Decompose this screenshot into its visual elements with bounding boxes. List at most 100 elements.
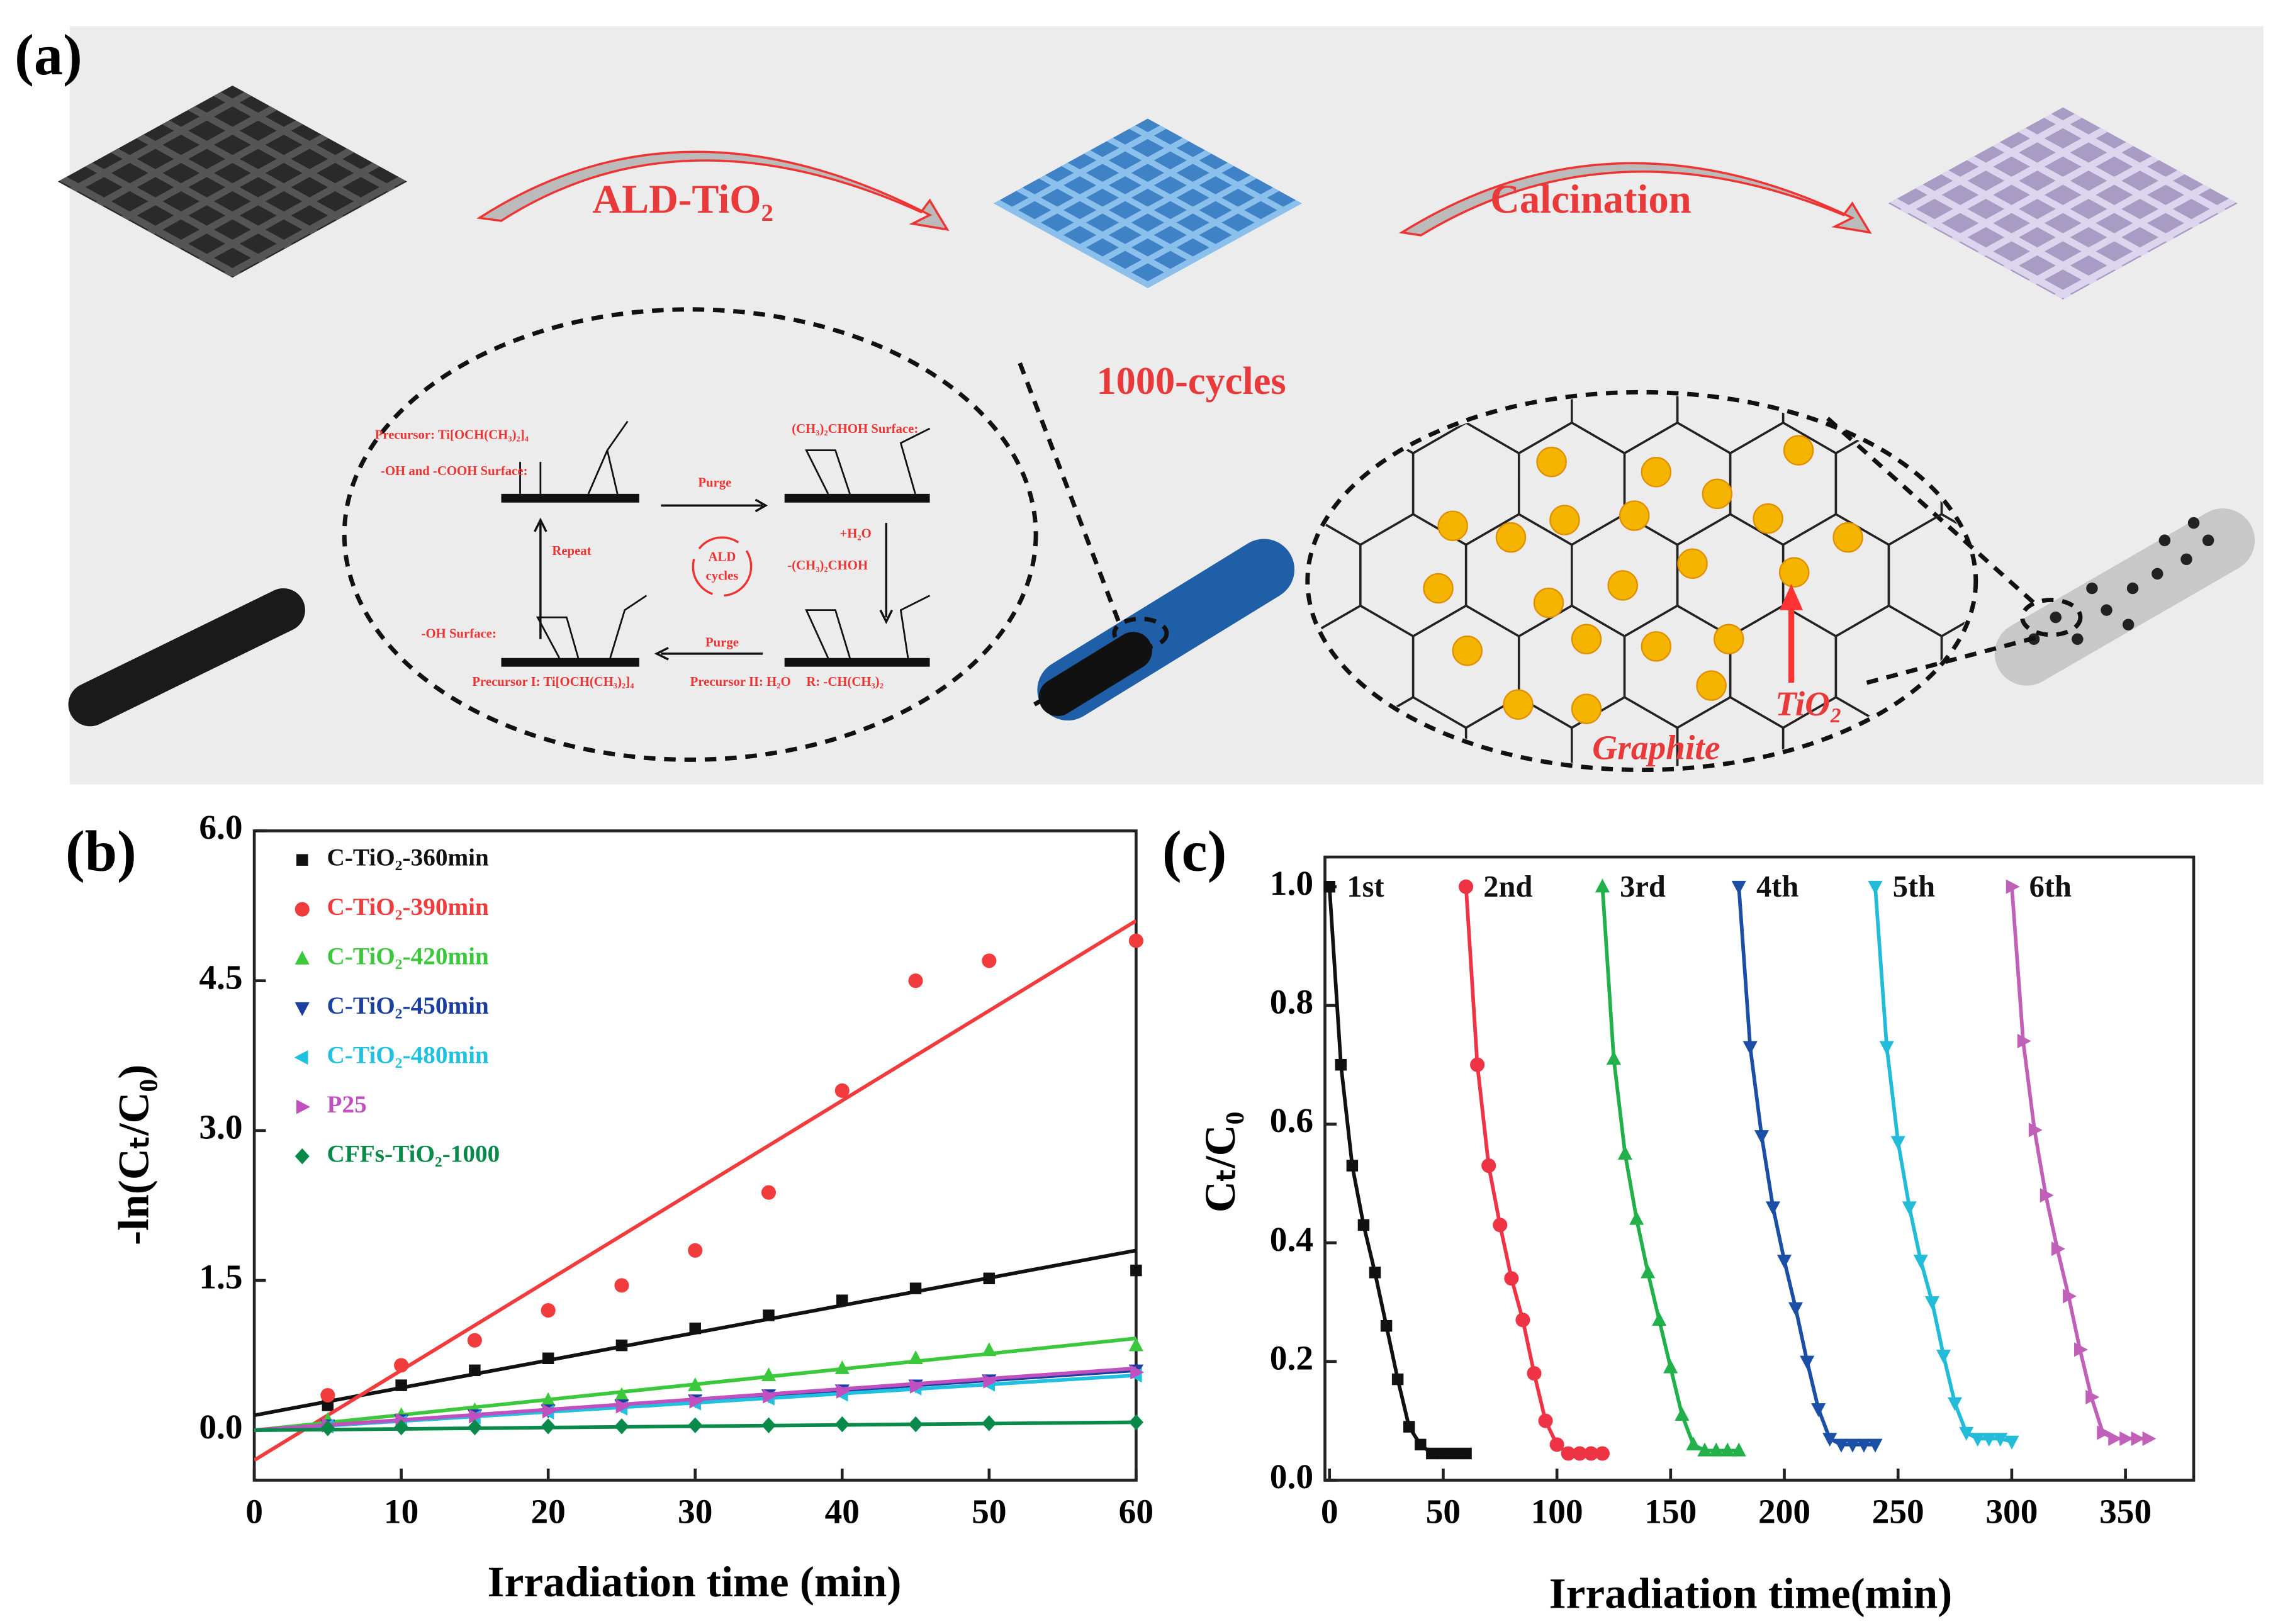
marker [394, 1419, 409, 1436]
marker [1357, 1219, 1370, 1231]
nanoparticle [1714, 624, 1744, 655]
marker [1902, 1201, 1917, 1216]
scheme-text: ALD [709, 549, 736, 564]
panel-label: (c) [1162, 819, 1226, 883]
marker [2108, 1431, 2123, 1446]
marker [1982, 1433, 1997, 1447]
marker [1913, 1255, 1928, 1269]
y-tick-label: 4.5 [199, 958, 242, 996]
y-tick-label: 0.6 [1270, 1101, 1313, 1140]
nanoparticle [1571, 693, 1602, 724]
hexagon [1783, 880, 1889, 1002]
x-tick-label: 10 [384, 1492, 418, 1531]
x-tick-label: 50 [1426, 1492, 1461, 1531]
marker [2063, 1289, 2077, 1304]
nanoparticle [1533, 587, 1564, 619]
y-tick-label: 1.0 [1270, 864, 1313, 902]
marker [1924, 1296, 1940, 1311]
marker [908, 1416, 923, 1433]
series-label: 6th [2029, 870, 2072, 904]
marker [1391, 1373, 1404, 1386]
y-tick-label: 1.5 [199, 1258, 242, 1296]
scheme-text: Repeat [552, 544, 591, 558]
marker [1709, 1442, 1724, 1457]
y-tick-label: 6.0 [199, 808, 242, 846]
marker [1617, 1146, 1632, 1160]
marker [1936, 1350, 1951, 1364]
nanoparticle [1607, 570, 1638, 601]
marker [1629, 1211, 1644, 1225]
scheme-text: -OH and -COOH Surface: [381, 464, 528, 478]
hexagon [2258, 972, 2278, 1094]
marker [1845, 1438, 1860, 1453]
hexagon [1149, 880, 1255, 1002]
marker [1641, 1264, 1656, 1279]
marker [1130, 1264, 1142, 1277]
marker [295, 902, 310, 917]
marker [1403, 1421, 1415, 1433]
marker [2119, 1431, 2134, 1446]
marker [1742, 1041, 1758, 1055]
marker [2006, 879, 2020, 894]
marker [909, 1379, 924, 1394]
marker [836, 1294, 848, 1306]
hexagon [2206, 880, 2278, 1002]
marker [1776, 1255, 1792, 1269]
marker [1834, 1438, 1849, 1453]
marker [834, 1416, 850, 1433]
marker [296, 1099, 310, 1114]
legend-label: C-TiO₂-390min [327, 893, 490, 921]
marker [1380, 1319, 1393, 1332]
marker [322, 1399, 334, 1411]
scheme-text: +H₂O [839, 526, 871, 540]
marker [1697, 1442, 1712, 1457]
legend-label: C-TiO₂-480min [327, 1042, 490, 1069]
plot-frame [1323, 855, 2196, 1482]
series-line [2010, 886, 2148, 1441]
marker [1856, 1438, 1871, 1453]
marker [761, 1185, 777, 1200]
pointer-arrow [1780, 584, 1804, 610]
marker [1504, 1271, 1519, 1286]
marker [295, 950, 310, 965]
nanoparticle [1503, 689, 1534, 720]
scheme-text: (CH₃)₂CHOH Surface: [792, 422, 918, 436]
marker [761, 1367, 777, 1382]
hexagon [2153, 789, 2258, 911]
nanoparticle [1495, 522, 1527, 553]
hexagon [2153, 972, 2258, 1094]
series-label: 4th [1756, 870, 1798, 904]
series-label: 1st [1347, 870, 1384, 904]
marker [2097, 1425, 2111, 1440]
nanoparticle [1783, 435, 1814, 466]
substrate-label: Graphite [1592, 728, 1720, 766]
marker [614, 1387, 629, 1401]
marker [1686, 1436, 1701, 1451]
carbon-mesh [57, 85, 407, 278]
marker [1788, 1302, 1804, 1316]
x-tick-label: 40 [825, 1492, 860, 1531]
marker [1460, 1447, 1472, 1460]
legend-label: C-TiO₂-420min [327, 943, 490, 970]
graphite-lattice [1149, 395, 2278, 1094]
hexagon [1940, 604, 1973, 729]
x-tick-label: 60 [1119, 1492, 1153, 1531]
marker [1765, 1201, 1781, 1216]
nanoparticle [1641, 457, 1672, 488]
marker [982, 953, 997, 968]
marker [2131, 1431, 2145, 1446]
marker [541, 1418, 556, 1435]
scheme-arrow [534, 498, 894, 661]
marker [2040, 1188, 2054, 1203]
nanoparticle [1536, 446, 1567, 478]
y-tick-label: 0.4 [1270, 1220, 1313, 1258]
marker [1595, 1446, 1610, 1461]
marker [1515, 1313, 1530, 1328]
marker [1811, 1403, 1826, 1418]
marker [1800, 1355, 1815, 1370]
hexagon [1941, 972, 2047, 1094]
marker [1470, 1057, 1485, 1072]
marker [1993, 1433, 2008, 1447]
marker [542, 1404, 556, 1419]
step-label: ALD-TiO₂ [592, 176, 773, 221]
